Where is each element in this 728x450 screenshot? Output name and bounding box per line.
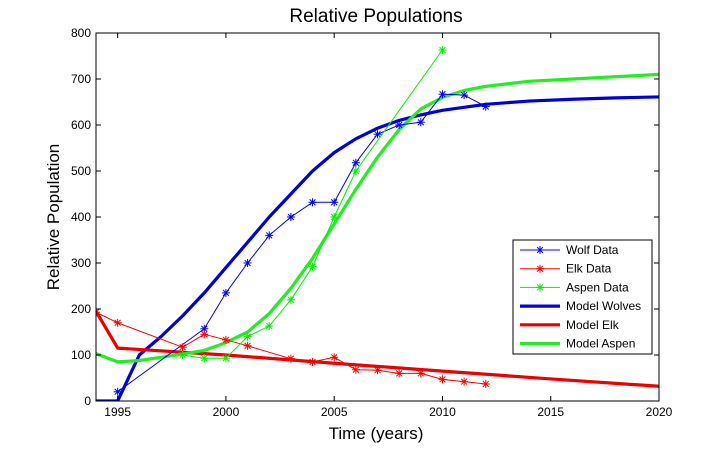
wolf-data-point	[286, 213, 295, 221]
wolf-data-point	[221, 288, 230, 297]
model-aspen-line	[96, 72, 659, 364]
x-tick-label: 2020	[646, 405, 673, 419]
aspen-data-point	[243, 332, 252, 341]
aspen-data-point	[286, 295, 295, 304]
elk-data-point	[460, 377, 469, 386]
elk-data-point	[286, 354, 295, 363]
elk-data-point	[178, 343, 187, 352]
aspen-data-point	[178, 351, 187, 359]
elk-data-point	[373, 366, 382, 375]
legend-item-model-wolves: Model Wolves	[520, 299, 641, 313]
legend-label: Model Wolves	[566, 299, 641, 313]
chart-title: Relative Populations	[289, 6, 462, 27]
legend-marker	[536, 264, 544, 273]
wolf-data-point	[438, 90, 447, 99]
legend-item-model-aspen: Model Aspen	[520, 337, 635, 351]
axes-layer: 1995 2000 2005 2010 2015 2020 0 100 200 300 400 500…	[71, 26, 673, 419]
elk-data-line	[96, 311, 487, 385]
y-tick-label: 200	[71, 302, 91, 316]
x-tick-label: 2005	[321, 405, 348, 419]
wolf-data-point	[308, 198, 317, 207]
wolf-data-point	[243, 259, 252, 267]
wolf-data-point	[351, 158, 360, 167]
elk-data-point	[243, 341, 252, 350]
y-axis-label: Relative Population	[44, 144, 63, 290]
legend-label: Model Aspen	[566, 337, 635, 351]
wolf-data-point	[481, 102, 490, 111]
wolf-data-point	[416, 118, 425, 127]
aspen-data-point	[200, 354, 209, 363]
aspen-data-point	[351, 167, 360, 175]
elk-data-point	[351, 365, 360, 374]
y-tick-label: 500	[71, 164, 91, 178]
model-elk-line	[96, 309, 659, 388]
legend-label: Aspen Data	[566, 280, 629, 294]
aspen-data-point	[221, 354, 230, 363]
x-tick-label: 1995	[104, 405, 131, 419]
elk-data-point	[200, 330, 209, 339]
legend-item-aspen-data: Aspen Data	[520, 280, 629, 294]
y-tick-label: 800	[71, 26, 91, 40]
legend-item-elk-data: Elk Data	[520, 262, 612, 276]
wolf-data-point	[113, 387, 122, 396]
legend-label: Model Elk	[566, 318, 620, 332]
y-tick-label: 600	[71, 118, 91, 132]
x-axis-label: Time (years)	[329, 424, 424, 443]
x-tick-label: 2010	[429, 405, 456, 419]
wolf-data-point	[330, 198, 339, 207]
legend-marker	[536, 283, 544, 292]
elk-data-point	[438, 375, 447, 384]
aspen-data-point	[330, 213, 339, 221]
wolf-data-point	[460, 91, 469, 100]
wolf-data-point	[373, 130, 382, 139]
y-tick-label: 0	[84, 394, 91, 408]
aspen-data-line	[182, 49, 443, 359]
aspen-data-point	[438, 46, 447, 55]
model-wolves-line	[96, 95, 659, 401]
legend-box	[512, 239, 653, 355]
elk-data-point	[395, 369, 404, 378]
legend-label: Elk Data	[566, 262, 612, 276]
legend-item-wolf-data: Wolf Data	[520, 243, 619, 257]
y-tick-label: 400	[71, 210, 91, 224]
x-tick-label: 2015	[537, 405, 564, 419]
elk-data-point	[308, 357, 317, 366]
x-tick-label: 2000	[213, 405, 240, 419]
aspen-data-point	[308, 262, 317, 271]
wolf-data-point	[265, 231, 274, 240]
legend-item-model-elk: Model Elk	[520, 318, 620, 332]
legend: Wolf Data Elk Data Aspen Data Model Wolves M…	[512, 239, 653, 355]
y-tick-label: 100	[71, 348, 91, 362]
y-tick-label: 700	[71, 72, 91, 86]
elk-data-point	[416, 369, 425, 378]
aspen-data-point	[265, 322, 274, 331]
elk-data-point	[113, 318, 122, 327]
elk-data-point	[481, 379, 490, 388]
legend-label: Wolf Data	[566, 243, 619, 257]
elk-data-point	[221, 335, 230, 344]
elk-data-point	[96, 308, 100, 317]
series-layer	[96, 46, 659, 401]
y-tick-label: 300	[71, 256, 91, 270]
legend-marker	[536, 246, 544, 254]
elk-data-point	[330, 353, 339, 362]
wolf-data-point	[395, 121, 404, 129]
